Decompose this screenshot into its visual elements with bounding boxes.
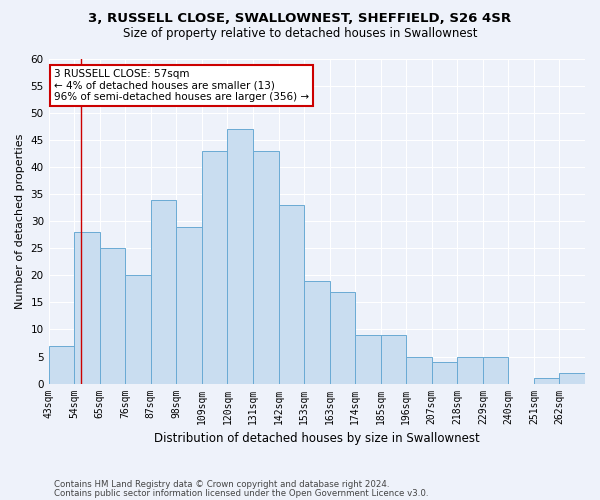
- Bar: [74, 232, 100, 384]
- Bar: [483, 356, 508, 384]
- Bar: [253, 151, 278, 384]
- Bar: [304, 281, 329, 384]
- Bar: [559, 372, 585, 384]
- Bar: [176, 226, 202, 384]
- Bar: [329, 292, 355, 384]
- Text: 3 RUSSELL CLOSE: 57sqm
← 4% of detached houses are smaller (13)
96% of semi-deta: 3 RUSSELL CLOSE: 57sqm ← 4% of detached …: [54, 68, 309, 102]
- Bar: [380, 335, 406, 384]
- Bar: [151, 200, 176, 384]
- Bar: [49, 346, 74, 384]
- Bar: [227, 130, 253, 384]
- Text: Size of property relative to detached houses in Swallownest: Size of property relative to detached ho…: [123, 28, 477, 40]
- Text: Contains HM Land Registry data © Crown copyright and database right 2024.: Contains HM Land Registry data © Crown c…: [54, 480, 389, 489]
- Bar: [100, 248, 125, 384]
- Text: Contains public sector information licensed under the Open Government Licence v3: Contains public sector information licen…: [54, 490, 428, 498]
- Bar: [278, 205, 304, 384]
- Y-axis label: Number of detached properties: Number of detached properties: [15, 134, 25, 309]
- Bar: [355, 335, 380, 384]
- Text: 3, RUSSELL CLOSE, SWALLOWNEST, SHEFFIELD, S26 4SR: 3, RUSSELL CLOSE, SWALLOWNEST, SHEFFIELD…: [88, 12, 512, 26]
- Bar: [534, 378, 559, 384]
- X-axis label: Distribution of detached houses by size in Swallownest: Distribution of detached houses by size …: [154, 432, 480, 445]
- Bar: [432, 362, 457, 384]
- Bar: [202, 151, 227, 384]
- Bar: [125, 276, 151, 384]
- Bar: [457, 356, 483, 384]
- Bar: [406, 356, 432, 384]
